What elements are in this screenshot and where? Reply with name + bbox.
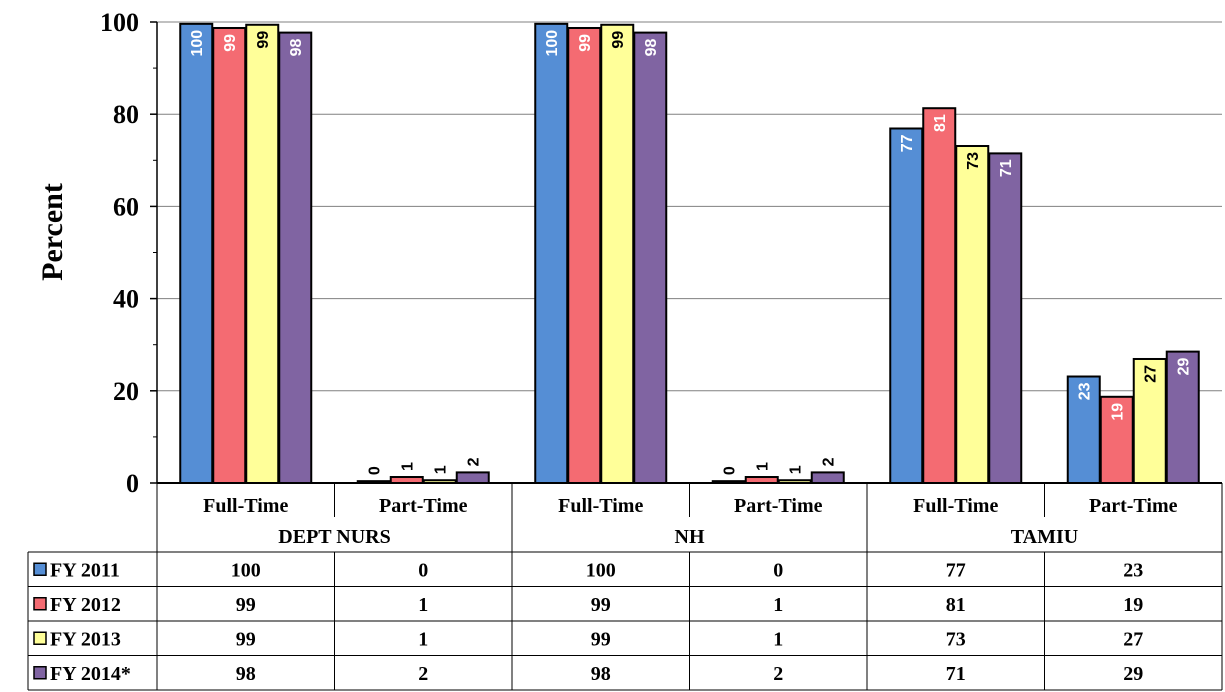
bar bbox=[245, 23, 280, 485]
bar-data-label: 73 bbox=[965, 152, 982, 170]
table-cell: 0 bbox=[418, 559, 428, 581]
bar bbox=[534, 22, 569, 485]
bar bbox=[922, 107, 957, 484]
y-tick-label: 20 bbox=[113, 377, 139, 406]
bar-data-label: 1 bbox=[433, 465, 450, 474]
bars-layer: 100 0 100 0 77 23 99 1 99 1 81 19 99 1 99 1 73 27 98 2 98 2 71… bbox=[157, 22, 1222, 485]
table-cell: 71 bbox=[946, 663, 966, 685]
category-label: Part-Time bbox=[379, 495, 468, 517]
bar bbox=[1132, 357, 1167, 484]
table-cell: 98 bbox=[236, 663, 256, 685]
bar-data-label: 27 bbox=[1143, 365, 1160, 383]
table-cell: 98 bbox=[591, 663, 611, 685]
y-tick-label: 100 bbox=[100, 8, 139, 37]
bar bbox=[567, 26, 602, 484]
table-cell: 100 bbox=[586, 559, 616, 581]
table-cell: 99 bbox=[591, 594, 611, 616]
legend-series-name: FY 2012 bbox=[50, 594, 121, 616]
bar-data-label: 99 bbox=[255, 31, 272, 49]
bar bbox=[600, 23, 635, 485]
bar-data-label: 100 bbox=[544, 30, 561, 57]
bar bbox=[633, 31, 668, 485]
table-cell: 27 bbox=[1123, 628, 1143, 650]
bar-data-label: 0 bbox=[722, 466, 739, 475]
bar-data-label: 99 bbox=[222, 34, 239, 52]
table-cell: 23 bbox=[1123, 559, 1143, 581]
table-cell: 1 bbox=[773, 594, 783, 616]
y-axis: 0 20 40 60 80 100 bbox=[100, 8, 158, 498]
bar-data-label: 1 bbox=[788, 465, 805, 474]
bar bbox=[955, 145, 990, 484]
bar-data-label: 29 bbox=[1176, 358, 1193, 376]
bar-data-label: 0 bbox=[367, 466, 384, 475]
bar bbox=[988, 152, 1023, 484]
legend-swatch bbox=[33, 666, 47, 680]
bar bbox=[212, 26, 247, 484]
bar-data-label: 98 bbox=[643, 39, 660, 57]
bar bbox=[889, 127, 924, 484]
bar-data-label: 81 bbox=[932, 114, 949, 132]
table-cell: 1 bbox=[773, 628, 783, 650]
table-cell: 29 bbox=[1123, 663, 1143, 685]
bar-data-label: 77 bbox=[899, 134, 916, 152]
table-cell: 1 bbox=[418, 594, 428, 616]
group-label: DEPT NURS bbox=[278, 526, 390, 548]
category-label: Part-Time bbox=[734, 495, 823, 517]
bar-data-label: 19 bbox=[1110, 403, 1127, 421]
bar-data-label: 99 bbox=[577, 34, 594, 52]
bar-data-label: 71 bbox=[998, 159, 1015, 177]
table-cell: 1 bbox=[418, 628, 428, 650]
y-tick-label: 80 bbox=[113, 100, 139, 129]
y-tick-label: 40 bbox=[113, 285, 139, 314]
bar-data-label: 2 bbox=[466, 457, 483, 466]
bar-data-label: 100 bbox=[189, 30, 206, 57]
table-cell: 73 bbox=[946, 628, 966, 650]
bar-data-label: 23 bbox=[1077, 382, 1094, 400]
category-label: Full-Time bbox=[558, 495, 643, 517]
legend-series-name: FY 2013 bbox=[50, 628, 121, 650]
bar bbox=[1165, 350, 1200, 484]
table-cell: 99 bbox=[591, 628, 611, 650]
bar bbox=[455, 471, 490, 485]
group-label: TAMIU bbox=[1011, 526, 1078, 548]
y-axis-label: Percent bbox=[36, 183, 69, 281]
category-label: Part-Time bbox=[1089, 495, 1178, 517]
table-cell: 99 bbox=[236, 628, 256, 650]
legend-series-name: FY 2014* bbox=[50, 663, 131, 685]
category-label: Full-Time bbox=[203, 495, 288, 517]
table-cell: 77 bbox=[946, 559, 966, 581]
bar-data-label: 99 bbox=[610, 31, 627, 49]
table-cell: 19 bbox=[1123, 594, 1143, 616]
bar bbox=[179, 22, 214, 485]
table-cell: 2 bbox=[773, 663, 783, 685]
legend-swatch bbox=[33, 562, 47, 576]
group-label: NH bbox=[675, 526, 705, 548]
bar-data-label: 98 bbox=[288, 39, 305, 57]
legend-swatch bbox=[33, 597, 47, 611]
bar bbox=[278, 31, 313, 485]
y-tick-label: 0 bbox=[126, 469, 139, 498]
legend-series-name: FY 2011 bbox=[50, 559, 120, 581]
table-cell: 2 bbox=[418, 663, 428, 685]
data-table: Full-Time Part-Time Full-Time Part-Time Full… bbox=[27, 483, 1223, 691]
table-cell: 100 bbox=[231, 559, 261, 581]
table-cell: 99 bbox=[236, 594, 256, 616]
bar-data-label: 1 bbox=[400, 462, 417, 471]
bar-data-label: 1 bbox=[755, 462, 772, 471]
category-label: Full-Time bbox=[913, 495, 998, 517]
gridlines bbox=[157, 21, 1222, 392]
table-cell: 81 bbox=[946, 594, 966, 616]
bar bbox=[810, 471, 845, 485]
y-tick-label: 60 bbox=[113, 192, 139, 221]
bar-data-label: 2 bbox=[821, 457, 838, 466]
table-cell: 0 bbox=[773, 559, 783, 581]
legend-swatch bbox=[33, 631, 47, 645]
